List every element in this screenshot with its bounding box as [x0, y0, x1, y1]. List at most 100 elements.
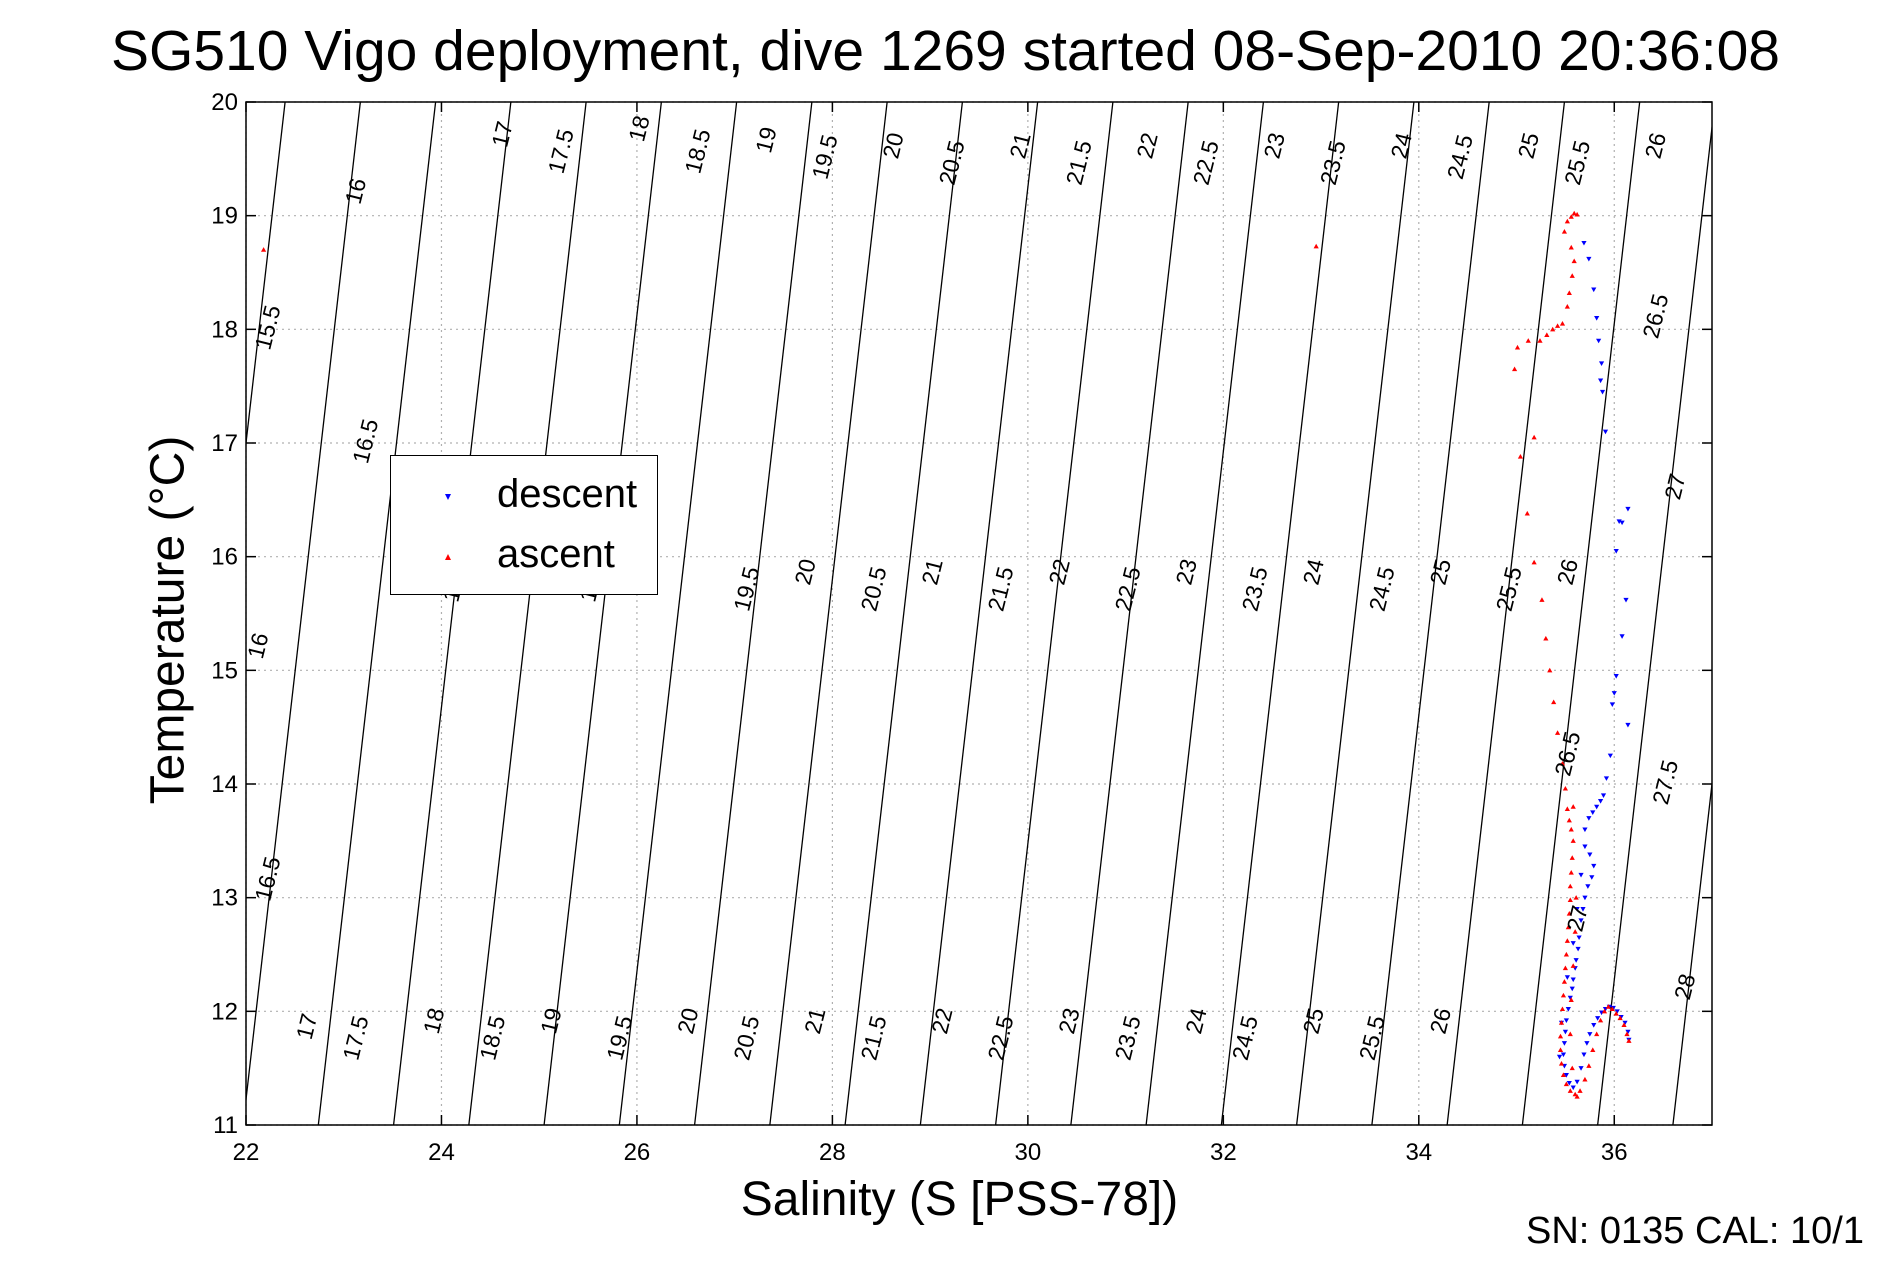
ascent-point	[1567, 1031, 1573, 1037]
contour-label: 23.5	[1110, 1013, 1146, 1063]
ascent-point	[1567, 897, 1573, 902]
x-tick-label: 28	[819, 1139, 846, 1166]
descent-point	[1625, 1029, 1631, 1035]
contour-label: 22	[926, 1005, 957, 1036]
contour-label: 19.5	[728, 564, 764, 614]
density-contour-line	[1371, 102, 1490, 1125]
descent-point	[1600, 793, 1607, 798]
ascent-point	[1574, 1093, 1580, 1099]
descent-point	[1587, 852, 1593, 858]
contour-label: 17.5	[543, 126, 579, 176]
x-tick-label: 36	[1601, 1139, 1628, 1166]
ascent-point	[1568, 214, 1574, 219]
ascent-point	[1568, 870, 1574, 875]
legend-item-descent: descent	[391, 466, 657, 526]
ascent-point	[1582, 1076, 1588, 1082]
ascent-point	[1605, 1004, 1612, 1009]
contour-label: 23	[1053, 1005, 1084, 1036]
contour-label: 20.5	[855, 564, 891, 614]
descent-point	[1582, 827, 1588, 833]
ascent-point	[1570, 838, 1576, 843]
ascent-point	[1571, 210, 1577, 216]
contour-label: 27	[1561, 903, 1592, 934]
ascent-point	[1568, 997, 1574, 1002]
descent-point	[1625, 722, 1631, 728]
descent-point	[1578, 1066, 1584, 1071]
ascent-point	[1544, 332, 1550, 338]
contour-label: 25.5	[1491, 564, 1527, 614]
contour-label: 20.5	[934, 138, 970, 188]
descent-point	[1562, 1029, 1568, 1035]
descent-point	[1564, 975, 1570, 980]
contour-label: 19	[750, 124, 781, 155]
ascent-point	[1558, 1061, 1565, 1066]
contour-label: 17.5	[337, 1013, 373, 1063]
ascent-point	[1560, 1072, 1567, 1077]
descent-point	[1563, 1072, 1569, 1078]
ascent-point	[1525, 338, 1531, 343]
contour-label: 18.5	[474, 1013, 510, 1063]
contour-label: 21.5	[855, 1013, 891, 1063]
ascent-point	[1554, 323, 1561, 328]
density-contour-line	[1070, 102, 1189, 1125]
ascent-point	[1626, 1038, 1632, 1043]
ascent-point	[1566, 817, 1572, 823]
density-contour-line	[1672, 778, 1712, 1125]
ascent-point	[1613, 1011, 1619, 1016]
ascent-point	[1559, 760, 1566, 766]
contour-label: 26	[1552, 556, 1583, 587]
contour-label: 22	[1043, 556, 1074, 587]
ascent-point	[1564, 304, 1570, 309]
y-axis-label: Temperature (°C)	[141, 435, 195, 805]
contour-label: 24.5	[1364, 564, 1400, 614]
density-contour-line	[543, 102, 663, 1125]
density-contour-line	[1446, 102, 1566, 1125]
descent-point	[1586, 256, 1592, 262]
ascent-point	[1561, 979, 1568, 984]
ascent-point	[1558, 1020, 1565, 1025]
density-contour-line	[246, 102, 286, 449]
y-tick-label: 13	[211, 885, 238, 912]
contour-label: 25	[1298, 1005, 1329, 1036]
ascent-point	[1562, 965, 1568, 971]
descent-point	[1587, 1032, 1593, 1037]
descent-point	[1599, 389, 1606, 395]
ascent-point	[1564, 938, 1570, 943]
descent-point	[1589, 875, 1595, 880]
ascent-point	[1557, 1033, 1564, 1039]
descent-point	[1613, 674, 1619, 679]
y-tick-label: 14	[211, 771, 238, 798]
density-contour-line	[1521, 102, 1641, 1125]
y-tick-label: 15	[211, 657, 238, 684]
ascent-point	[1571, 258, 1577, 264]
descent-point	[1597, 378, 1604, 384]
contour-label: 18	[418, 1005, 449, 1036]
contour-label: 16.5	[250, 854, 286, 904]
x-tick-label: 24	[428, 1139, 455, 1166]
data-series	[260, 210, 1632, 1099]
ascent-point	[1531, 434, 1537, 440]
legend[interactable]: descent ascent	[390, 455, 658, 595]
y-tick-label: 16	[211, 544, 238, 571]
descent-point	[1574, 1079, 1580, 1085]
density-contour-line	[1220, 102, 1340, 1125]
contour-label: 28	[1669, 971, 1700, 1002]
contour-label: 19.5	[601, 1013, 637, 1063]
density-contour-line	[919, 102, 1039, 1125]
density-contour-line	[246, 102, 361, 1106]
contour-label: 18	[623, 113, 654, 144]
contour-label: 22.5	[1110, 564, 1146, 614]
ascent-point	[1564, 218, 1570, 224]
descent-point	[1603, 776, 1610, 781]
contour-label: 21.5	[983, 564, 1019, 614]
contour-label: 16	[340, 175, 371, 206]
descent-point	[1580, 907, 1586, 912]
density-contours	[246, 102, 1712, 1125]
descent-point	[1569, 986, 1575, 992]
ascent-point	[1551, 699, 1557, 705]
ascent-point	[1566, 290, 1572, 295]
ascent-point	[1554, 730, 1561, 735]
descent-point	[1582, 895, 1588, 901]
